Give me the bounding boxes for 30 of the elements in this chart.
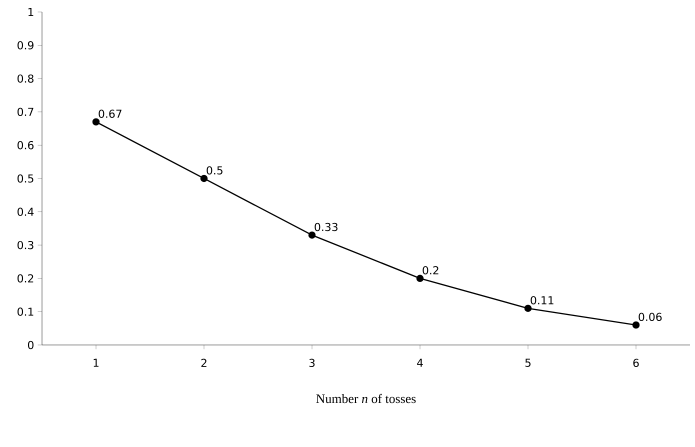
y-tick-label: 0.9 [18,41,34,50]
x-axis-title: Number n of tosses [316,394,416,404]
point [200,174,208,182]
y-tick-label: 0.2 [18,274,34,283]
y-tick-label: 0.5 [18,174,34,183]
y-tick-label: 0.6 [18,141,34,150]
x-tick-label: 5 [525,358,531,367]
point [416,274,424,282]
point [308,231,316,239]
point [92,118,100,126]
y-tick-label: 0.7 [18,108,34,116]
data-label: 0.11 [530,296,554,304]
data-label: 0.5 [206,166,222,175]
point [632,321,640,329]
data-label: 0.67 [98,110,122,118]
point [524,304,532,312]
x-tick-label: 3 [309,358,315,368]
data-label: 0.2 [422,266,438,274]
data-label: 0.06 [638,312,662,322]
y-tick-label: 0.4 [18,208,34,216]
x-tick-label: 6 [633,358,639,368]
x-tick-label: 4 [417,358,423,367]
data-label: 0.33 [314,222,338,232]
y-tick-label: 1 [28,8,34,16]
y-tick-label: 0.3 [18,240,34,250]
y-tick-label: 0 [28,340,34,350]
x-tick-label: 2 [201,358,206,367]
y-tick-label: 0.1 [18,308,34,316]
x-tick-label: 1 [94,358,98,367]
y-tick-label: 0.8 [18,74,34,83]
